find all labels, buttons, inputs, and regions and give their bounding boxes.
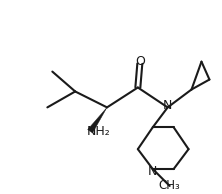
Text: O: O [135, 55, 145, 68]
Polygon shape [88, 107, 107, 133]
Text: NH₂: NH₂ [87, 125, 111, 138]
Text: CH₃: CH₃ [159, 179, 180, 192]
Text: N: N [163, 99, 172, 112]
Text: N: N [148, 165, 157, 178]
